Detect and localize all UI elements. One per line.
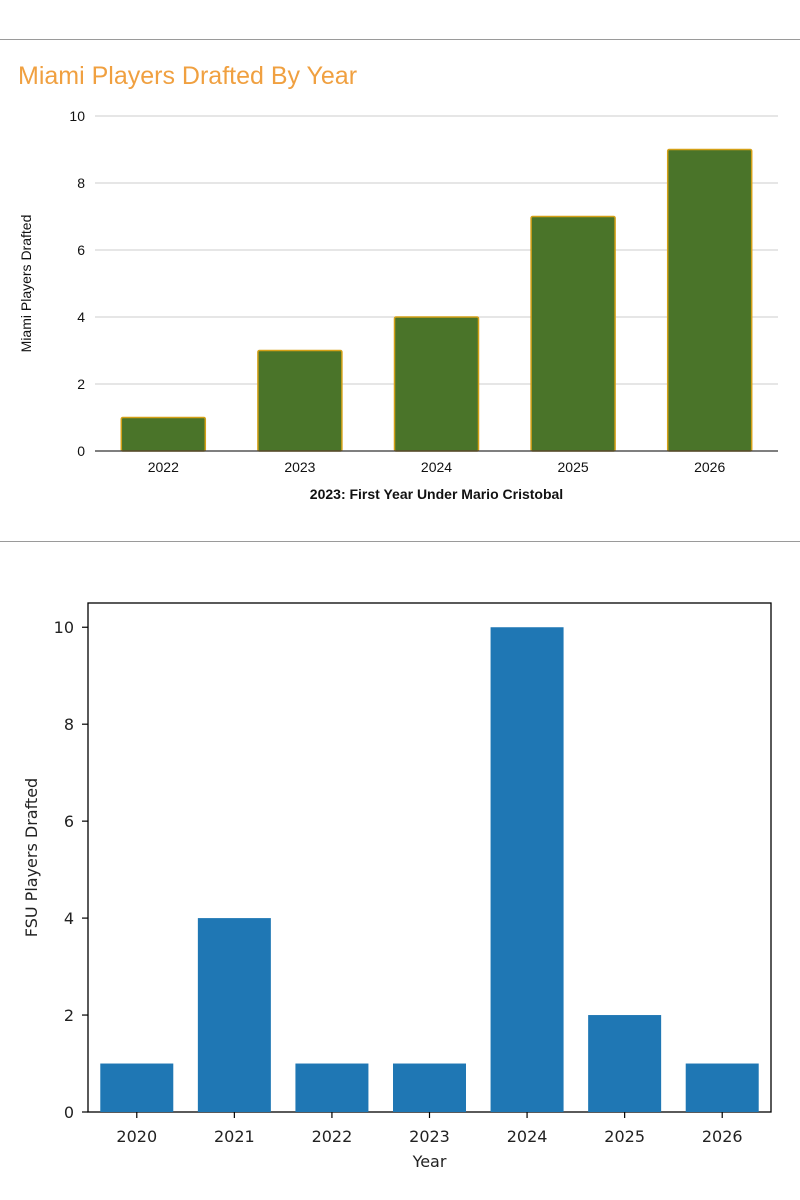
miami-y-tick-label: 6 xyxy=(77,242,85,258)
fsu-bar xyxy=(100,1063,174,1112)
miami-x-tick-label: 2026 xyxy=(694,459,725,475)
fsu-x-tick-label: 2023 xyxy=(409,1127,450,1146)
fsu-plot-frame xyxy=(87,602,772,1113)
fsu-x-tick-label: 2022 xyxy=(312,1127,353,1146)
miami-y-tick-label: 2 xyxy=(77,376,85,392)
fsu-y-tick-label: 2 xyxy=(64,1006,74,1025)
fsu-y-tick-label: 4 xyxy=(64,909,74,928)
miami-chart-title: Miami Players Drafted By Year xyxy=(18,62,358,90)
fsu-y-tick-label: 10 xyxy=(54,618,74,637)
miami-y-tick-label: 10 xyxy=(69,108,85,124)
miami-y-tick-label: 8 xyxy=(77,175,85,191)
miami-y-tick-label: 0 xyxy=(77,443,85,459)
fsu-x-tick-label: 2021 xyxy=(214,1127,255,1146)
fsu-bar xyxy=(685,1063,759,1112)
fsu-bar xyxy=(588,1015,662,1112)
fsu-y-axis-label: FSU Players Drafted xyxy=(22,778,41,937)
fsu-bar xyxy=(393,1063,466,1112)
top-divider xyxy=(0,39,800,40)
fsu-bar xyxy=(490,627,564,1112)
fsu-x-tick-label: 2020 xyxy=(116,1127,157,1146)
fsu-bar xyxy=(295,1063,369,1112)
miami-y-axis-label: Miami Players Drafted xyxy=(18,215,34,353)
fsu-x-tick-label: 2025 xyxy=(604,1127,645,1146)
miami-x-axis-label: 2023: First Year Under Mario Cristobal xyxy=(310,486,563,502)
miami-x-tick-label: 2024 xyxy=(421,459,452,475)
miami-x-tick-label: 2025 xyxy=(558,459,589,475)
fsu-x-tick-label: 2026 xyxy=(702,1127,743,1146)
fsu-y-tick-label: 6 xyxy=(64,812,74,831)
miami-chart: 0 2 4 6 8 10 2022 2023 2024 2025 2026 2023: First Y… xyxy=(18,108,778,502)
fsu-x-axis-label: Year xyxy=(412,1152,447,1171)
middle-divider xyxy=(0,541,800,542)
fsu-bar xyxy=(197,918,271,1112)
miami-x-tick-label: 2022 xyxy=(148,459,179,475)
miami-x-tick-label: 2023 xyxy=(284,459,315,475)
fsu-y-tick-label: 0 xyxy=(64,1103,74,1122)
fsu-y-tick-label: 8 xyxy=(64,715,74,734)
fsu-x-tick-label: 2024 xyxy=(507,1127,548,1146)
miami-y-tick-label: 4 xyxy=(77,309,85,325)
